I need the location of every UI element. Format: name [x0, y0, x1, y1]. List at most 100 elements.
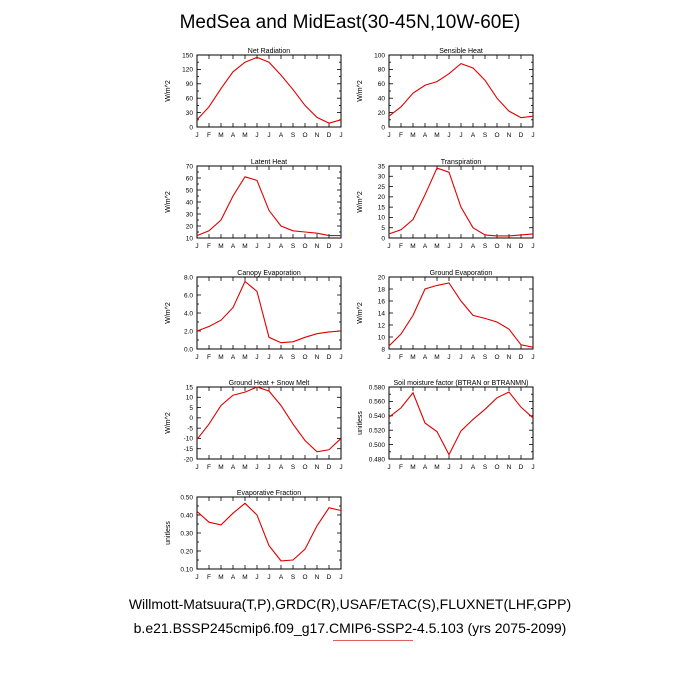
- y-tick-label: 40: [378, 96, 386, 103]
- x-tick-label: S: [291, 354, 296, 361]
- y-tick-label: 60: [186, 175, 194, 182]
- x-tick-label: F: [399, 464, 403, 471]
- x-tick-label: M: [434, 243, 439, 250]
- x-tick-label: D: [327, 243, 332, 250]
- x-tick-label: A: [423, 243, 428, 250]
- y-tick-label: 8: [381, 346, 385, 353]
- series-line: [388, 167, 534, 237]
- chart-panel-9: Evaporative Fraction unitless 0.10 0.20 0.30…: [165, 490, 343, 581]
- x-tick-label: S: [291, 243, 296, 250]
- x-tick-label: D: [519, 132, 524, 139]
- x-tick-label: O: [302, 243, 307, 250]
- chart-panel-8: Soil moisture factor (BTRAN or BTRANMN) u…: [357, 380, 535, 471]
- y-tick-label: 30: [186, 110, 194, 117]
- x-tick-label: M: [242, 132, 247, 139]
- series-line: [196, 176, 341, 237]
- panel-title: Sensible Heat: [439, 48, 483, 55]
- x-tick-label: N: [507, 243, 512, 250]
- x-tick-label: S: [483, 464, 488, 471]
- x-tick-label: D: [327, 354, 332, 361]
- x-tick-label: J: [267, 354, 270, 361]
- x-tick-label: M: [242, 574, 247, 581]
- plot-frame: [388, 276, 534, 350]
- x-tick-label: M: [410, 243, 415, 250]
- x-tick-label: A: [231, 574, 236, 581]
- x-tick-label: D: [519, 243, 524, 250]
- plot-frame: [196, 386, 342, 460]
- x-tick-label: S: [291, 132, 296, 139]
- y-tick-label: 14: [378, 310, 386, 317]
- series-line: [196, 280, 342, 344]
- y-tick-label: 0.30: [180, 530, 193, 537]
- x-tick-label: M: [410, 132, 415, 139]
- x-tick-label: J: [531, 354, 534, 361]
- x-tick-label: A: [471, 132, 476, 139]
- x-tick-label: D: [327, 132, 332, 139]
- y-tick-label: 90: [186, 81, 194, 88]
- y-tick-label: 10: [186, 395, 194, 402]
- y-tick-label: 0: [189, 415, 193, 422]
- x-tick-label: D: [519, 464, 524, 471]
- x-tick-label: O: [302, 464, 307, 471]
- y-tick-label: 0: [381, 235, 385, 242]
- x-tick-label: F: [207, 132, 211, 139]
- x-tick-label: J: [459, 243, 462, 250]
- y-tick-label: 0.20: [180, 548, 193, 555]
- y-tick-label: 30: [378, 174, 386, 181]
- x-tick-label: J: [255, 354, 258, 361]
- y-axis-label: W/m^2: [357, 302, 364, 324]
- x-tick-label: S: [483, 354, 488, 361]
- y-axis-label: unitless: [165, 521, 172, 545]
- x-tick-label: J: [459, 354, 462, 361]
- x-tick-label: O: [494, 243, 499, 250]
- y-tick-label: -10: [184, 436, 194, 443]
- y-tick-label: 150: [182, 52, 193, 59]
- plot-frame: [388, 165, 534, 239]
- x-tick-label: J: [339, 243, 342, 250]
- x-tick-label: O: [302, 354, 307, 361]
- y-tick-label: 0.0: [184, 346, 193, 353]
- x-tick-label: A: [279, 354, 284, 361]
- series-line: [388, 282, 534, 348]
- x-tick-label: J: [267, 574, 270, 581]
- x-tick-label: J: [459, 464, 462, 471]
- x-tick-label: J: [339, 354, 342, 361]
- y-axis-label: W/m^2: [165, 191, 172, 213]
- x-tick-label: N: [507, 354, 512, 361]
- x-tick-label: J: [531, 132, 534, 139]
- y-tick-label: 80: [378, 67, 386, 74]
- x-tick-label: N: [315, 464, 320, 471]
- y-tick-label: 50: [186, 187, 194, 194]
- panel-title: Ground Heat + Snow Melt: [229, 380, 310, 387]
- plot-frame: [196, 276, 342, 350]
- y-tick-label: -20: [184, 456, 194, 463]
- x-tick-label: A: [279, 464, 284, 471]
- x-tick-label: A: [423, 464, 428, 471]
- y-tick-label: 30: [186, 211, 194, 218]
- x-tick-label: J: [195, 574, 198, 581]
- x-tick-label: N: [315, 132, 320, 139]
- panel-title: Latent Heat: [251, 159, 287, 166]
- series-line: [196, 502, 342, 562]
- y-tick-label: 12: [378, 322, 386, 329]
- x-tick-label: O: [494, 132, 499, 139]
- x-tick-label: A: [423, 132, 428, 139]
- y-tick-label: 10: [378, 334, 386, 341]
- x-tick-label: F: [399, 243, 403, 250]
- series-line: [388, 63, 534, 119]
- x-tick-label: J: [267, 464, 270, 471]
- y-tick-label: 60: [186, 96, 194, 103]
- y-tick-label: 120: [182, 67, 193, 74]
- x-tick-label: A: [279, 243, 284, 250]
- x-tick-label: S: [291, 574, 296, 581]
- y-tick-label: 100: [374, 52, 385, 59]
- x-tick-label: A: [279, 574, 284, 581]
- x-tick-label: J: [459, 132, 462, 139]
- x-tick-label: F: [207, 574, 211, 581]
- plot-frame: [196, 54, 342, 128]
- x-tick-label: M: [242, 464, 247, 471]
- x-tick-label: J: [531, 243, 534, 250]
